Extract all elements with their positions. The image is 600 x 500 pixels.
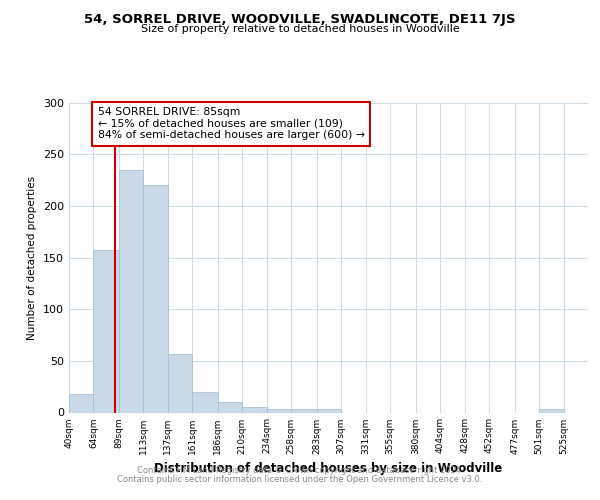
Y-axis label: Number of detached properties: Number of detached properties <box>28 176 37 340</box>
Bar <box>168 354 193 412</box>
X-axis label: Distribution of detached houses by size in Woodville: Distribution of detached houses by size … <box>154 462 503 475</box>
Bar <box>143 185 168 412</box>
Text: Contains HM Land Registry data © Crown copyright and database right 2024.: Contains HM Land Registry data © Crown c… <box>137 466 463 475</box>
Bar <box>242 408 267 412</box>
Text: 54, SORREL DRIVE, WOODVILLE, SWADLINCOTE, DE11 7JS: 54, SORREL DRIVE, WOODVILLE, SWADLINCOTE… <box>84 12 516 26</box>
Bar <box>94 250 119 412</box>
Bar <box>218 402 242 412</box>
Bar <box>193 392 218 412</box>
Text: 54 SORREL DRIVE: 85sqm
← 15% of detached houses are smaller (109)
84% of semi-de: 54 SORREL DRIVE: 85sqm ← 15% of detached… <box>98 107 365 140</box>
Bar <box>539 410 563 412</box>
Bar <box>119 170 143 412</box>
Bar <box>291 410 317 412</box>
Bar <box>69 394 94 412</box>
Bar <box>267 410 291 412</box>
Text: Size of property relative to detached houses in Woodville: Size of property relative to detached ho… <box>140 24 460 34</box>
Text: Contains public sector information licensed under the Open Government Licence v3: Contains public sector information licen… <box>118 475 482 484</box>
Bar <box>317 410 341 412</box>
